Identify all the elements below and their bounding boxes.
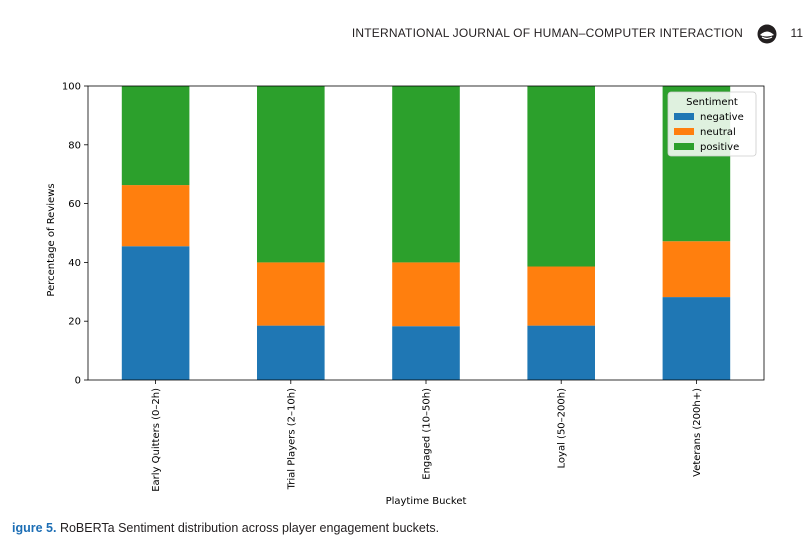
bar-negative-1 xyxy=(257,325,325,380)
publisher-logo-icon xyxy=(757,24,777,44)
x-tick-label: Veterans (200h+) xyxy=(692,388,703,477)
bar-neutral-3 xyxy=(527,266,595,326)
caption-text: RoBERTa Sentiment distribution across pl… xyxy=(56,521,440,535)
page-number: 11 xyxy=(790,26,803,40)
bar-negative-0 xyxy=(121,246,190,380)
legend-swatch-neutral xyxy=(674,128,694,135)
bar-positive-3 xyxy=(527,86,595,267)
bar-positive-0 xyxy=(121,86,190,186)
legend-swatch-negative xyxy=(674,113,694,120)
bar-neutral-1 xyxy=(257,262,325,326)
legend-title: Sentiment xyxy=(686,97,738,108)
bar-neutral-2 xyxy=(392,262,460,327)
x-tick-label: Engaged (10–50h) xyxy=(422,388,433,480)
figure-caption: igure 5. RoBERTa Sentiment distribution … xyxy=(12,521,439,535)
x-tick-label: Trial Players (2–10h) xyxy=(286,388,297,490)
y-axis-label: Percentage of Reviews xyxy=(46,183,57,296)
running-header: INTERNATIONAL JOURNAL OF HUMAN–COMPUTER … xyxy=(0,24,811,44)
bar-neutral-0 xyxy=(121,185,190,247)
bar-positive-1 xyxy=(257,86,325,263)
legend-swatch-positive xyxy=(674,143,694,150)
plot-frame xyxy=(87,85,765,381)
x-axis-label: Playtime Bucket xyxy=(386,496,467,507)
legend-box xyxy=(667,91,757,157)
axes-layer: Early Quitters (0–2h) Trial Players (2–10… xyxy=(62,82,765,492)
x-tick-label: Loyal (50–200h) xyxy=(557,388,568,469)
legend-label-negative: negative xyxy=(700,112,744,123)
bar-neutral-4 xyxy=(662,241,731,298)
legend-label-positive: positive xyxy=(700,142,739,153)
bar-positive-2 xyxy=(392,86,460,263)
y-tick-label: 60 xyxy=(68,199,81,210)
y-tick-label: 0 xyxy=(75,376,81,387)
y-tick-label: 20 xyxy=(68,317,81,328)
y-tick-label: 40 xyxy=(68,258,81,269)
bar-negative-3 xyxy=(527,325,595,380)
figure-label: igure 5. xyxy=(12,521,57,535)
y-tick-label: 100 xyxy=(62,82,81,93)
bar-negative-2 xyxy=(392,326,460,380)
y-tick-label: 80 xyxy=(68,140,81,151)
bar-negative-4 xyxy=(662,297,731,380)
bars-layer xyxy=(121,86,731,380)
x-tick-label: Early Quitters (0–2h) xyxy=(151,388,162,492)
legend-label-neutral: neutral xyxy=(700,127,736,138)
legend: Sentiment negative neutral positive xyxy=(667,91,757,157)
journal-title: INTERNATIONAL JOURNAL OF HUMAN–COMPUTER … xyxy=(351,26,743,40)
